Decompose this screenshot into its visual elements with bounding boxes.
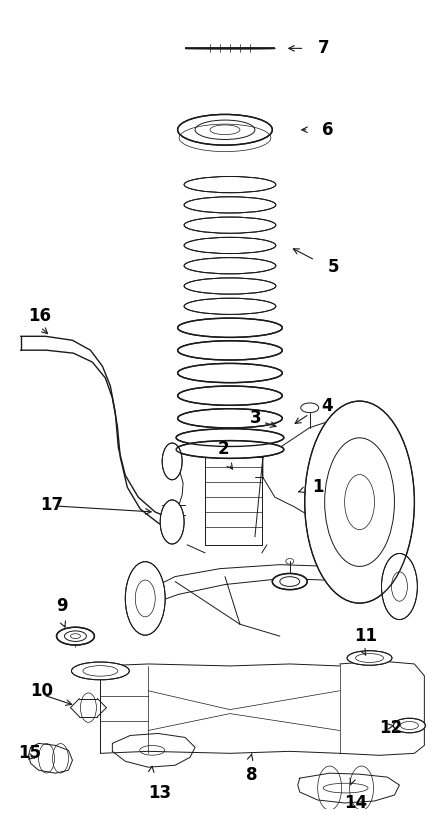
Ellipse shape [184, 197, 276, 213]
Circle shape [160, 500, 184, 544]
Ellipse shape [178, 318, 282, 337]
Text: 6: 6 [322, 120, 333, 138]
Text: 7: 7 [318, 39, 329, 57]
Ellipse shape [178, 386, 282, 405]
Ellipse shape [176, 429, 284, 446]
Circle shape [381, 554, 418, 619]
Ellipse shape [347, 650, 392, 665]
Text: 16: 16 [29, 308, 51, 326]
Ellipse shape [184, 298, 276, 314]
Ellipse shape [184, 177, 276, 193]
Text: 9: 9 [56, 597, 68, 615]
Text: 1: 1 [312, 478, 323, 497]
Text: 12: 12 [379, 719, 403, 737]
Ellipse shape [184, 257, 276, 274]
Ellipse shape [178, 409, 282, 428]
Ellipse shape [393, 718, 425, 733]
Text: 5: 5 [328, 258, 339, 276]
Text: 4: 4 [322, 396, 334, 415]
Text: 14: 14 [345, 794, 368, 812]
Text: 2: 2 [218, 440, 230, 458]
Text: 15: 15 [18, 744, 42, 763]
Text: 11: 11 [355, 627, 378, 646]
Text: 17: 17 [40, 496, 64, 514]
Ellipse shape [178, 341, 282, 360]
Text: 10: 10 [31, 682, 54, 700]
Ellipse shape [272, 574, 307, 589]
Ellipse shape [178, 363, 282, 383]
Ellipse shape [56, 628, 95, 645]
Text: 3: 3 [250, 409, 261, 427]
Ellipse shape [184, 217, 276, 234]
Circle shape [162, 443, 182, 479]
Ellipse shape [184, 278, 276, 294]
Ellipse shape [178, 115, 272, 145]
Ellipse shape [184, 238, 276, 253]
Circle shape [305, 401, 414, 603]
Ellipse shape [71, 662, 129, 680]
Ellipse shape [176, 440, 284, 458]
Circle shape [125, 562, 165, 635]
Text: 13: 13 [148, 784, 171, 802]
Text: 8: 8 [246, 766, 257, 784]
